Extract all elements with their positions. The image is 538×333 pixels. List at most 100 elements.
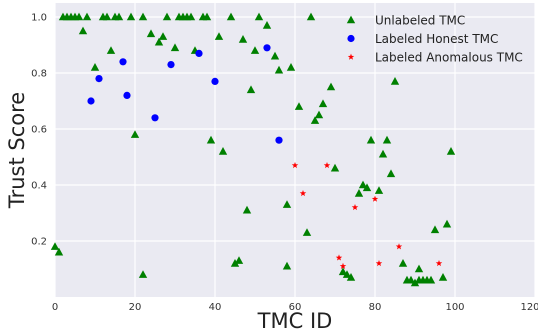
circle-point [151,114,159,122]
x-tick-label: 0 [52,302,58,313]
triangle-point [126,12,136,21]
triangle-point [294,102,304,110]
triangle-point [390,77,400,85]
legend-label: Labeled Anomalous TMC [375,51,523,65]
legend-label: Unlabeled TMC [375,14,465,28]
triangle-point [78,26,88,35]
x-tick-label: 20 [129,302,142,313]
triangle-point [246,85,256,94]
triangle-point [54,247,64,256]
triangle-point [358,180,368,189]
legend-marker-star [347,53,355,60]
triangle-point [274,65,284,74]
legend-label: Labeled Honest TMC [375,32,498,46]
y-axis-title: Trust Score [5,92,29,209]
y-tick-label: 0.4 [31,181,47,192]
triangle-point [282,200,292,208]
triangle-point [138,12,148,21]
triangle-point [382,135,392,144]
triangle-point [310,116,320,124]
triangle-point [362,183,372,192]
triangle-point [146,29,156,38]
circle-point [87,97,95,105]
circle-point [211,77,219,85]
y-tick-label: 0.6 [31,125,47,136]
triangle-point [354,189,364,197]
triangle-point [398,259,408,267]
triangle-point [218,147,228,155]
y-tick-labels: 0.2 0.4 0.6 0.8 1.0 [31,13,47,248]
circle-point [123,91,131,99]
triangle-point [238,35,248,43]
y-tick-label: 0.2 [31,237,47,248]
triangle-point [346,273,356,281]
star-point [371,195,379,202]
triangle-point [130,130,140,138]
x-tick-label: 80 [369,302,382,313]
triangle-point [374,186,384,194]
triangle-point [206,135,216,144]
triangle-point [366,135,376,144]
star-point [335,254,343,261]
star-point [323,162,331,169]
triangle-point [138,270,148,278]
triangle-point [342,270,352,278]
triangle-point [158,32,168,40]
triangle-point [282,261,292,270]
triangle-point [250,46,260,54]
triangle-point [214,32,224,40]
star-point [435,260,443,267]
circle-point [119,58,127,66]
star-point [339,262,347,269]
data-points [50,12,456,287]
x-tick-label: 40 [209,302,222,313]
triangle-point [378,149,388,158]
triangle-point [114,12,124,21]
triangle-point [286,63,296,71]
triangle-point [106,46,116,54]
triangle-point [230,259,240,267]
triangle-point [234,256,244,264]
grid-lines [54,3,536,297]
x-tick-label: 120 [520,302,538,313]
triangle-point [338,267,348,276]
triangle-point [330,163,340,172]
triangle-point [202,12,212,21]
x-tick-labels: 0 20 40 60 80 100 120 [52,302,538,313]
triangle-point [426,275,436,284]
x-axis-title: TMC ID [257,309,333,333]
triangle-point [414,264,424,273]
circle-point [167,61,175,69]
triangle-point [50,242,60,250]
triangle-point [406,275,416,284]
triangle-point [242,205,252,214]
triangle-point [386,169,396,178]
x-tick-label: 60 [289,302,302,313]
star-point [395,243,403,250]
triangle-point [318,99,328,108]
triangle-point [226,12,236,21]
star-point [291,162,299,169]
legend-marker-circle [347,34,355,43]
star-point [375,260,383,267]
triangle-point [430,225,440,234]
triangle-point [90,63,100,71]
triangle-point [438,273,448,281]
triangle-point [442,219,452,228]
star-point [299,190,307,197]
circle-point [275,136,283,144]
legend: Unlabeled TMC Labeled Honest TMC Labeled A… [346,14,523,65]
triangle-point [154,37,164,46]
triangle-point [302,228,312,236]
triangle-point [410,278,420,287]
triangle-point [262,21,272,29]
y-tick-label: 0.8 [31,69,47,80]
legend-marker-triangle [346,15,356,24]
triangle-point [162,12,172,21]
triangle-point [170,43,180,52]
x-tick-label: 100 [445,302,464,313]
triangle-point [306,12,316,21]
circle-point [95,75,103,83]
y-tick-label: 1.0 [31,13,47,24]
